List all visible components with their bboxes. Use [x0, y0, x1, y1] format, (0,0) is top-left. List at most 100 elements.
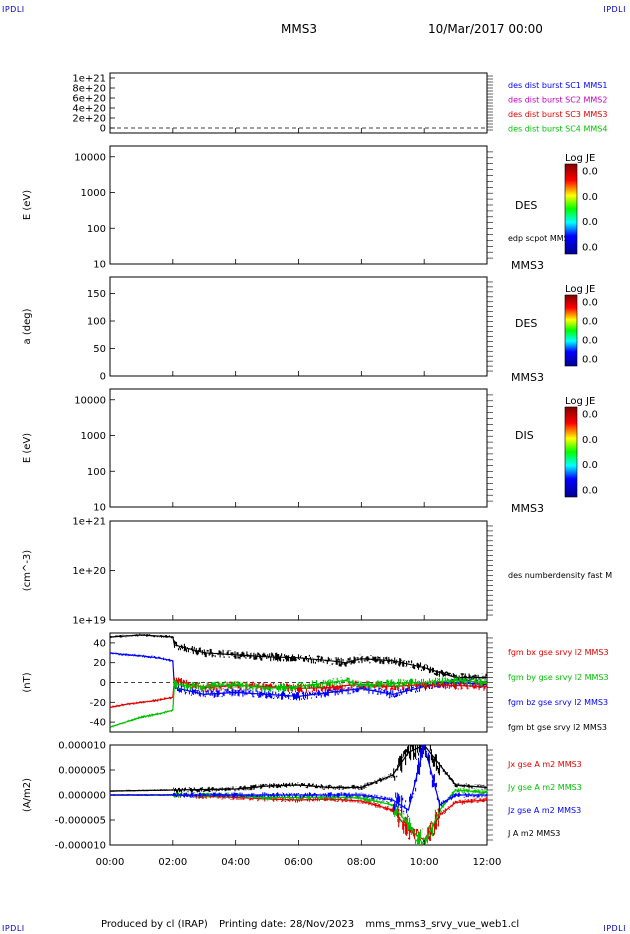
x-tick-label: 10:00: [410, 857, 439, 868]
panel-1-frame: [109, 72, 488, 134]
colorbar-tick-label: 0.0: [582, 410, 598, 421]
colorbar: [564, 294, 578, 367]
colorbar: [564, 163, 578, 255]
colorbar: [564, 406, 578, 498]
y-tick-label: 150: [87, 289, 106, 300]
y-tick-label: 8e+20: [72, 84, 106, 95]
y-tick-label: 1e+21: [72, 517, 106, 528]
y-tick-label: 40: [93, 638, 106, 649]
y-tick-label: 1e+19: [72, 616, 106, 627]
species-label: DES: [515, 199, 537, 212]
panel-2-frame: [109, 145, 488, 265]
series-noise-Jz-gse-A-m2-MMS3: [109, 745, 488, 820]
colorbar-tick-label: 0.0: [582, 336, 598, 347]
y-tick-label: 6e+20: [72, 94, 106, 105]
y-tick-label: -40: [90, 718, 106, 729]
colorbar-tick-label: 0.0: [582, 167, 598, 178]
y-tick-label: 10000: [74, 395, 106, 406]
series-line-fgm-bt-gse-srvy-l2-MMS3: [109, 634, 487, 679]
species-label: DIS: [515, 429, 534, 442]
y-axis-label: (nT): [22, 672, 33, 692]
spacecraft-label: MMS3: [511, 502, 544, 515]
y-tick-label: 100: [87, 224, 106, 235]
colorbar-title: Log JE: [565, 153, 595, 164]
colorbar-tick-label: 0.0: [582, 486, 598, 497]
panel-4-frame: [109, 388, 488, 508]
y-tick-label: 10000: [74, 152, 106, 163]
colorbar-tick-label: 0.0: [582, 355, 598, 366]
colorbar-title: Log JE: [565, 284, 595, 295]
y-tick-label: 1000: [81, 431, 106, 442]
colorbar-tick-label: 0.0: [582, 317, 598, 328]
series-line-fgm-bz-gse-srvy-l2-MMS3: [109, 652, 488, 698]
y-tick-label: 0.000010: [58, 741, 106, 752]
y-tick-label: 4e+20: [72, 104, 106, 115]
y-tick-label: 2e+20: [72, 114, 106, 125]
y-tick-label: 50: [93, 344, 106, 355]
colorbar-tick-label: 0.0: [582, 217, 598, 228]
x-tick-label: 08:00: [347, 857, 376, 868]
y-tick-label: 100: [87, 317, 106, 328]
y-tick-label: -0.000005: [55, 816, 106, 827]
y-tick-label: -0.000010: [55, 841, 106, 852]
corner-label-bottom-right: IPDLI: [603, 924, 626, 933]
y-tick-label: 0.000000: [58, 791, 106, 802]
x-tick-label: 12:00: [473, 857, 502, 868]
corner-label-top-right: IPDLI: [603, 5, 626, 14]
y-tick-label: 10: [93, 260, 106, 271]
spacecraft-label: MMS3: [511, 371, 544, 384]
y-tick-label: 1000: [81, 188, 106, 199]
y-tick-label: 100: [87, 467, 106, 478]
legend-entry: des dist burst SC1 MMS1: [508, 81, 607, 90]
date-title: 10/Mar/2017 00:00: [428, 22, 543, 36]
legend-entry: fgm bz gse srvy l2 MMS3: [508, 698, 608, 707]
legend-entry: fgm bx gse srvy l2 MMS3: [508, 648, 609, 657]
series-line-J-A-m2-MMS3: [109, 744, 488, 792]
series-line-Jz-gse-A-m2-MMS3: [110, 744, 487, 811]
x-tick-label: 02:00: [158, 857, 187, 868]
colorbar-tick-label: 0.0: [582, 298, 598, 309]
legend-entry: des numberdensity fast M: [508, 571, 612, 580]
series-line-fgm-by-gse-srvy-l2-MMS3: [109, 679, 488, 728]
legend-entry: Jz gse A m2 MMS3: [507, 806, 581, 815]
colorbar-tick-label: 0.0: [582, 435, 598, 446]
y-axis-label: a (deg): [22, 308, 33, 344]
footer: Produced by cl (IRAP) Printing date: 28/…: [101, 919, 519, 930]
y-tick-label: 20: [93, 658, 106, 669]
legend-entry: des dist burst SC3 MMS3: [508, 110, 607, 119]
panel-5-frame: [109, 520, 488, 621]
colorbar-tick-label: 0.0: [582, 192, 598, 203]
footer-filename: mms_mms3_srvy_vue_web1.cl: [365, 919, 520, 930]
y-tick-label: 0: [100, 372, 106, 383]
colorbar-tick-label: 0.0: [582, 460, 598, 471]
y-tick-label: 10: [93, 503, 106, 514]
spacecraft-title: MMS3: [281, 22, 317, 36]
y-tick-label: 1e+21: [72, 74, 106, 85]
footer-produced-by: Produced by cl (IRAP): [101, 919, 208, 930]
legend-entry: des dist burst SC4 MMS4: [508, 125, 607, 134]
y-axis-label: E (eV): [22, 433, 33, 463]
y-axis-label: E (eV): [22, 190, 33, 220]
legend-entry: Jy gse A m2 MMS3: [507, 783, 582, 792]
colorbar-title: Log JE: [565, 396, 595, 407]
y-tick-label: -20: [90, 698, 106, 709]
legend-entry: des dist burst SC2 MMS2: [508, 96, 607, 105]
x-tick-label: 06:00: [284, 857, 313, 868]
x-tick-label: 04:00: [221, 857, 250, 868]
y-tick-label: 0.000005: [58, 766, 106, 777]
legend-entry: Jx gse A m2 MMS3: [507, 760, 582, 769]
y-tick-label: 1e+20: [72, 566, 106, 577]
footer-printing-date: Printing date: 28/Nov/2023: [218, 919, 355, 930]
overlay-label: edp scpot MMS3: [508, 234, 574, 243]
spacecraft-label: MMS3: [511, 259, 544, 272]
legend-entry: J A m2 MMS3: [507, 829, 560, 838]
legend-entry: fgm by gse srvy l2 MMS3: [508, 673, 609, 682]
corner-label-bottom-left: IPDLI: [2, 924, 25, 933]
corner-label-top-left: IPDLI: [2, 5, 25, 14]
y-tick-label: 0: [100, 124, 106, 135]
legend-entry: fgm bt gse srvy l2 MMS3: [508, 723, 607, 732]
y-axis-label: (cm^-3): [22, 550, 33, 591]
x-tick-label: 00:00: [96, 857, 125, 868]
